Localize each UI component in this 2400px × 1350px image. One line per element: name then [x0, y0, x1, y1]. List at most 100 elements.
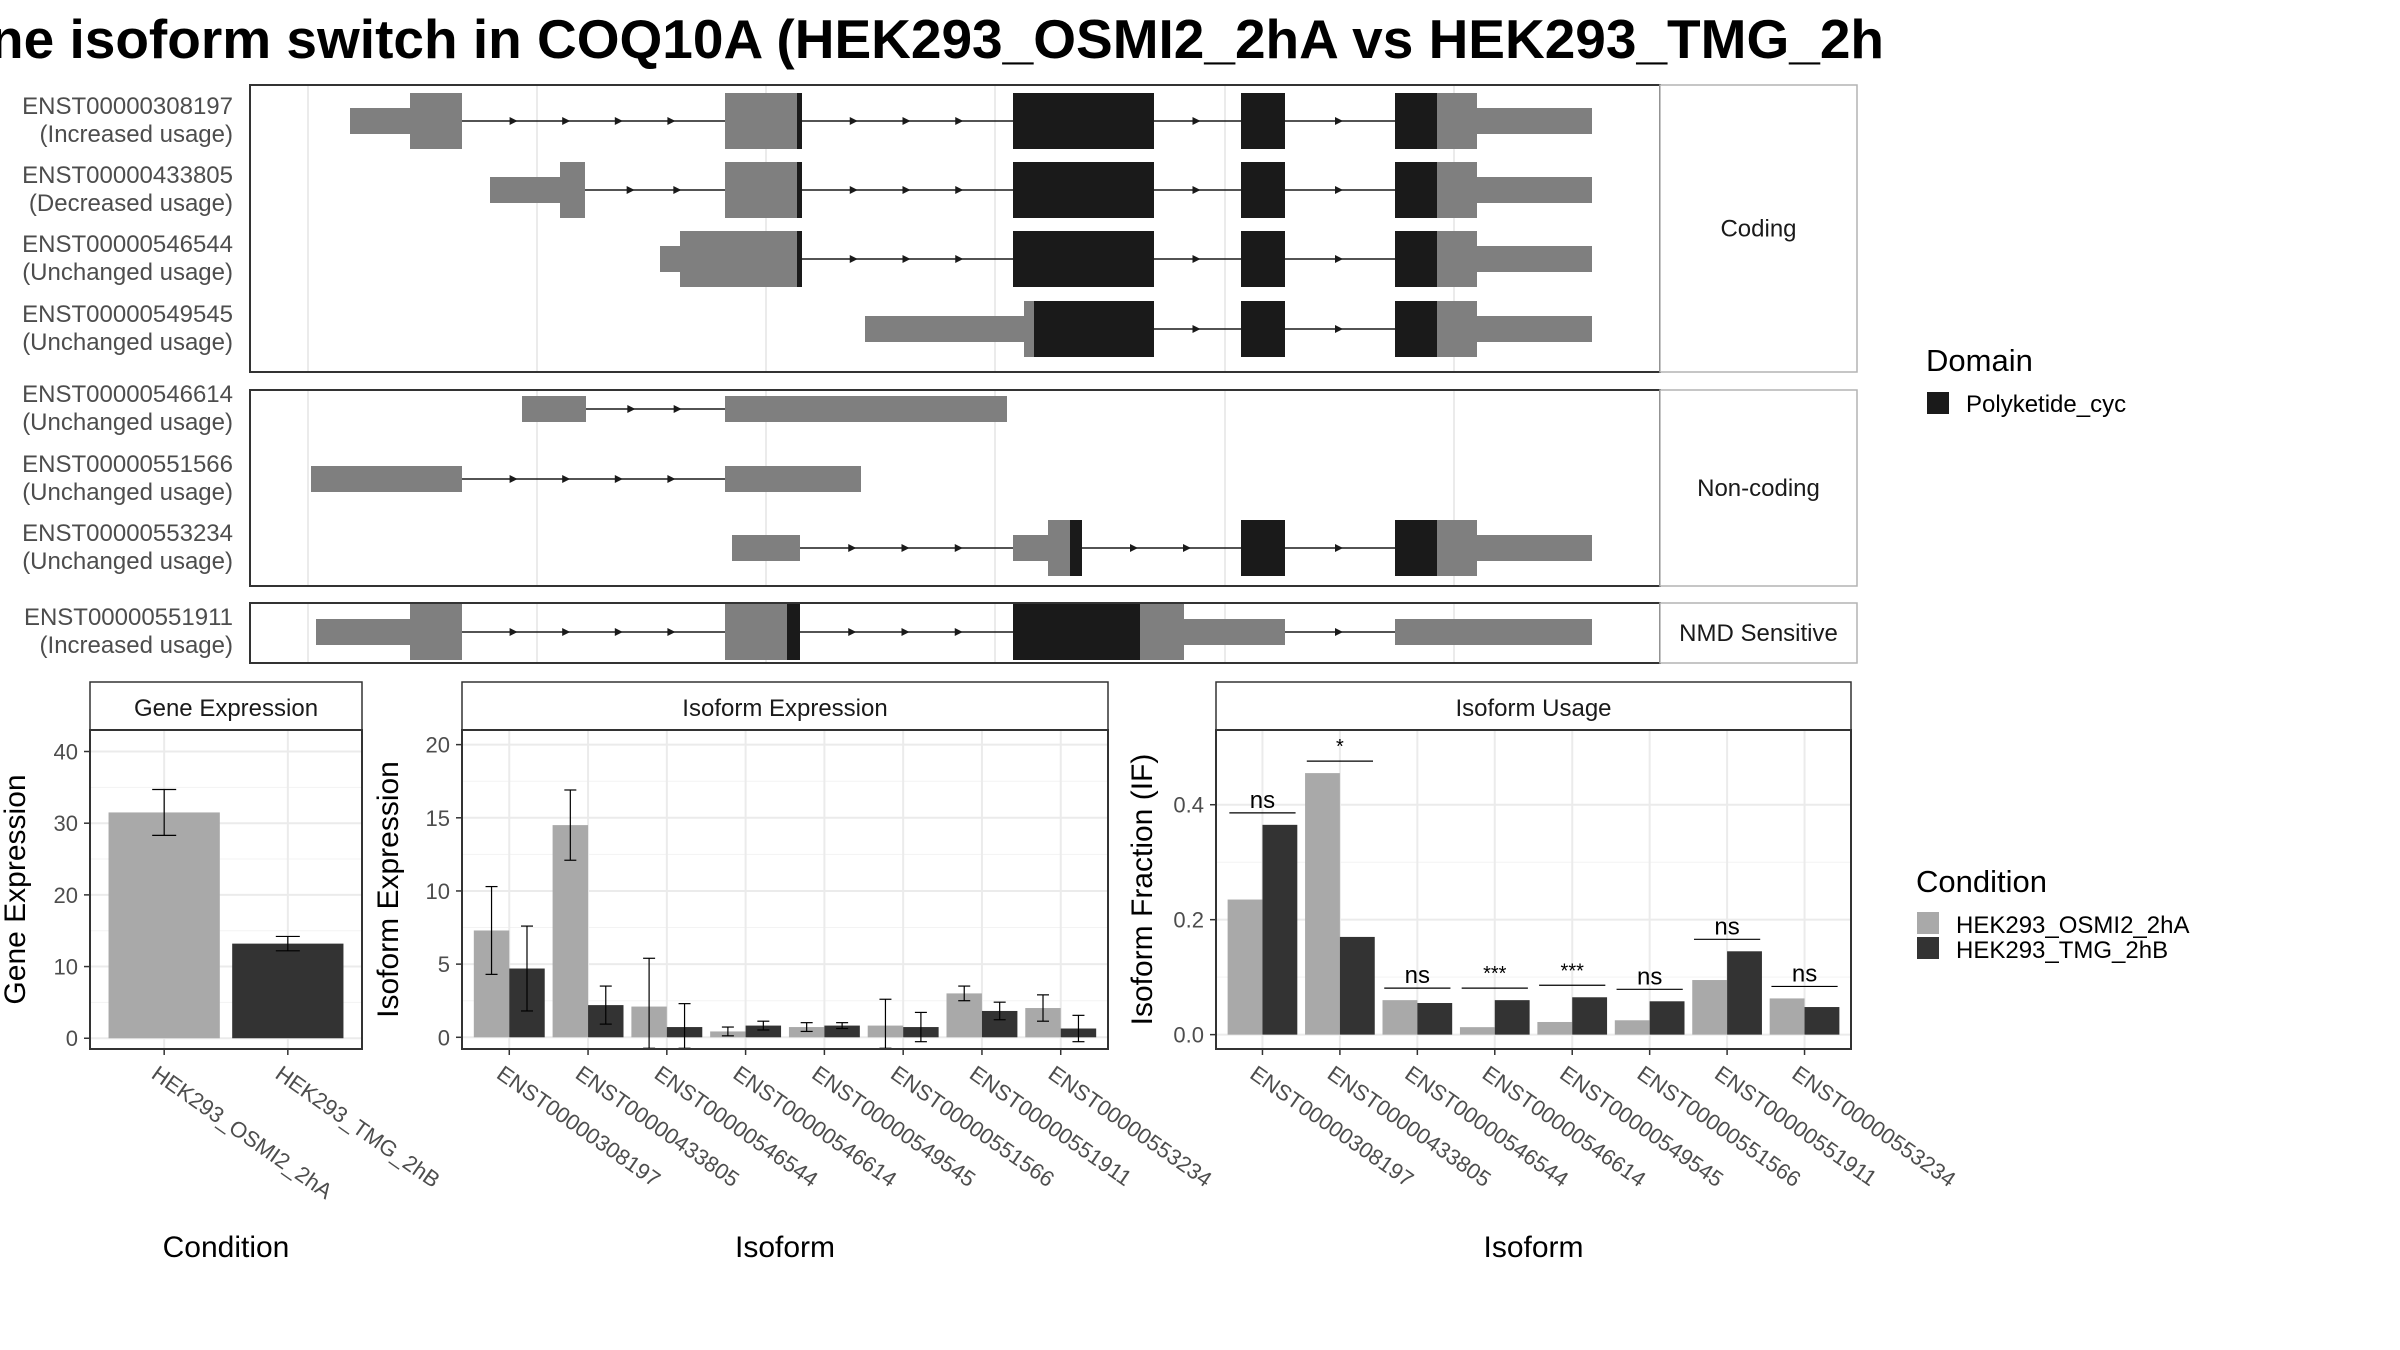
y-tick-label: 20	[54, 883, 78, 908]
utr-exon	[725, 466, 861, 492]
domain-exon	[1241, 93, 1285, 149]
intron-arrow	[509, 628, 518, 636]
utr-exon	[350, 108, 410, 134]
significance-label: ns	[1405, 962, 1430, 989]
domain-legend: Domain Polyketide_cyc	[1926, 343, 2126, 418]
error-bar	[721, 1026, 734, 1037]
bar	[824, 1025, 860, 1038]
intron-arrow	[614, 628, 623, 636]
transcript-id-label: ENST00000549545	[22, 301, 233, 328]
coding-exon	[1437, 162, 1477, 218]
bar	[1494, 1000, 1530, 1035]
domain-exon	[1241, 520, 1285, 576]
bar-panel-1: Isoform Expression05101520ENST0000030819…	[372, 681, 1217, 1264]
domain-legend-title: Domain	[1926, 343, 2033, 378]
bar-panels: Gene Expression010203040HEK293_OSMI2_2hA…	[0, 681, 1960, 1264]
transcript-track: ENST00000433805(Decreased usage)	[22, 162, 1592, 218]
coding-exon	[1048, 520, 1070, 576]
intron-arrow	[849, 117, 858, 125]
utr-exon	[316, 619, 410, 645]
intron-arrow	[1335, 186, 1343, 194]
group-strip-label: Non-coding	[1697, 475, 1820, 502]
panel-strip	[1215, 681, 1852, 731]
condition-legend-swatch	[1917, 912, 1939, 934]
intron-arrow	[901, 628, 910, 636]
bar	[1692, 980, 1728, 1035]
transcript-usage-label: (Increased usage)	[40, 632, 233, 659]
intron-arrow	[1130, 544, 1138, 552]
intron-arrow	[667, 475, 676, 483]
domain-exon	[1013, 93, 1154, 149]
group-strip	[1659, 602, 1858, 664]
intron-arrow	[1192, 186, 1201, 194]
domain-exon	[1034, 301, 1154, 357]
error-bar	[599, 985, 612, 1025]
intron-arrow	[849, 255, 858, 263]
domain-exon	[1395, 231, 1437, 287]
y-tick-label: 15	[426, 806, 450, 831]
transcript-usage-label: (Unchanged usage)	[22, 409, 233, 436]
intron-arrow	[848, 628, 857, 636]
utr-exon	[311, 466, 462, 492]
significance-label: ns	[1637, 963, 1662, 990]
intron-arrow	[955, 117, 964, 125]
domain-exon	[797, 162, 802, 218]
x-axis-title: Isoform	[735, 1231, 835, 1264]
transcript-id-label: ENST00000553234	[22, 520, 233, 547]
utr-exon	[1477, 108, 1592, 134]
bar	[1227, 899, 1263, 1035]
transcript-track: ENST00000546544(Unchanged usage)	[22, 231, 1592, 287]
transcript-usage-label: (Unchanged usage)	[22, 548, 233, 575]
intron-arrow	[902, 186, 911, 194]
intron-arrow	[562, 117, 571, 125]
utr-exon	[1477, 246, 1592, 272]
bar	[1727, 951, 1762, 1035]
y-axis-title: Isoform Fraction (IF)	[1126, 754, 1159, 1026]
coding-exon	[725, 162, 797, 218]
transcript-id-label: ENST00000433805	[22, 162, 233, 189]
utr-exon	[732, 535, 800, 561]
domain-exon	[1070, 520, 1082, 576]
intron-arrow	[1192, 117, 1201, 125]
bar	[1417, 1003, 1453, 1035]
group-strip	[1659, 389, 1858, 587]
intron-arrow	[1335, 255, 1343, 263]
transcript-track: ENST00000549545(Unchanged usage)	[22, 301, 1592, 357]
transcript-usage-label: (Unchanged usage)	[22, 259, 233, 286]
bar	[1649, 1001, 1685, 1035]
y-tick-label: 20	[426, 733, 450, 758]
utr-exon	[1184, 619, 1285, 645]
intron-arrow	[673, 186, 682, 194]
intron-arrow	[1335, 117, 1343, 125]
transcript-usage-label: (Unchanged usage)	[22, 329, 233, 356]
domain-exon	[1241, 162, 1285, 218]
domain-exon	[1395, 162, 1437, 218]
coding-exon	[410, 604, 462, 660]
domain-exon	[1013, 604, 1140, 660]
y-axis-title: Gene Expression	[0, 774, 32, 1004]
error-bar	[152, 788, 177, 836]
panel-strip	[461, 681, 1109, 731]
utr-exon	[660, 246, 680, 272]
group-strip-label: NMD Sensitive	[1679, 620, 1838, 647]
bar	[1572, 997, 1608, 1035]
domain-exon	[797, 93, 802, 149]
domain-exon	[1013, 162, 1154, 218]
condition-legend-label: HEK293_TMG_2hB	[1956, 937, 2168, 964]
error-bar	[993, 1001, 1006, 1021]
intron-arrow	[849, 186, 858, 194]
domain-exon	[1395, 301, 1437, 357]
significance-label: ***	[1561, 960, 1585, 982]
transcript-usage-label: (Unchanged usage)	[22, 479, 233, 506]
coding-exon	[1437, 93, 1477, 149]
intron-arrow	[1183, 544, 1191, 552]
error-bar	[757, 1020, 770, 1031]
error-bar	[275, 935, 300, 952]
transcript-id-label: ENST00000551911	[24, 604, 233, 631]
coding-exon	[1140, 604, 1184, 660]
intron-arrow	[614, 475, 623, 483]
intron-arrow	[627, 405, 636, 413]
